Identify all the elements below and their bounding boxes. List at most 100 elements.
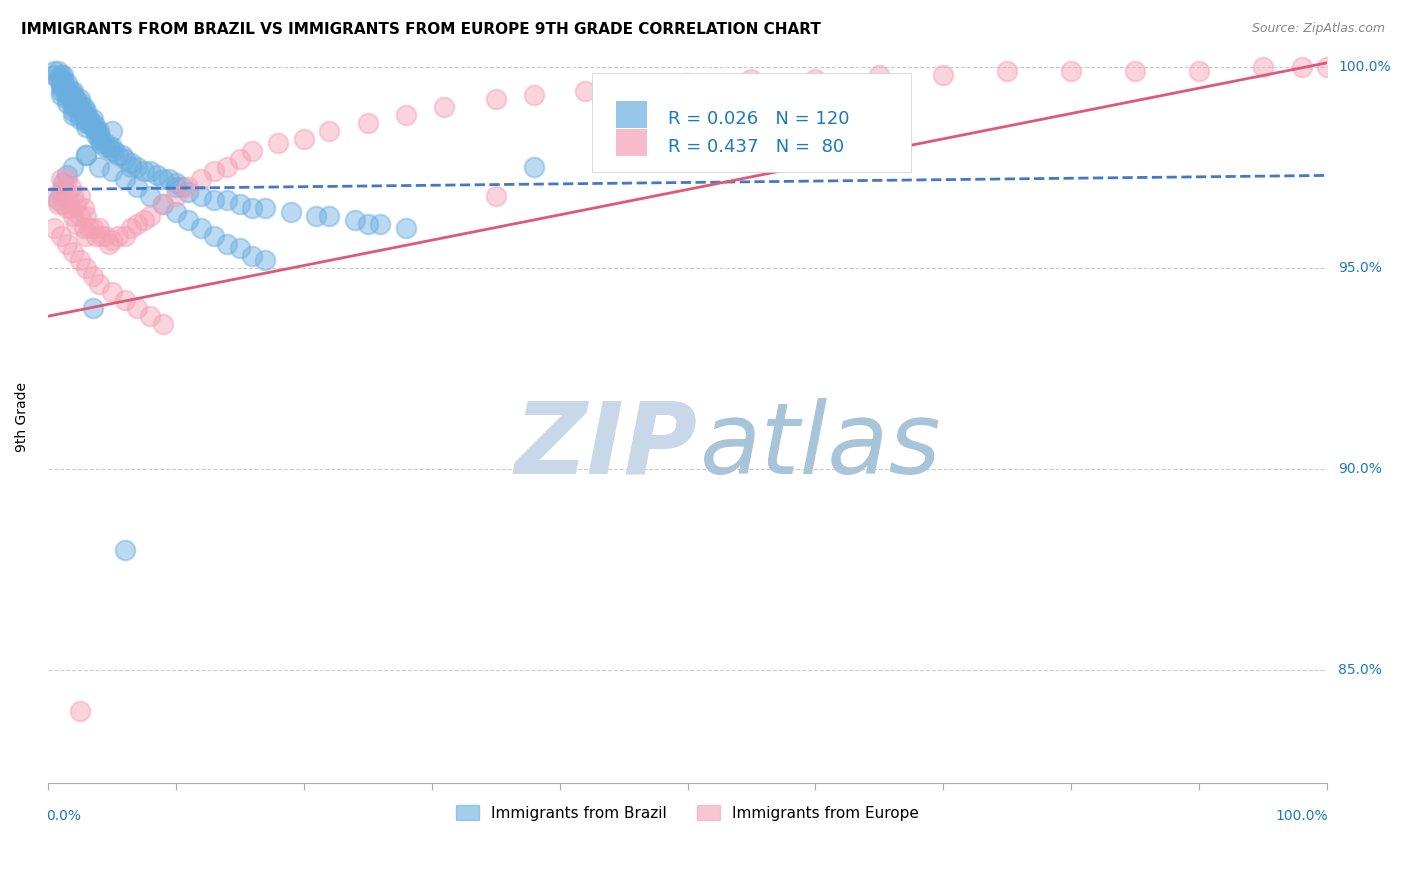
Point [72,220,94,235]
FancyBboxPatch shape [616,102,647,128]
Point [44,68,66,82]
Point [98,236,121,251]
Point [65,95,87,110]
Point [190,188,212,202]
Point [356,116,378,130]
Point [103,145,125,159]
Point [132,164,155,178]
Point [152,172,174,186]
Point [139,209,162,223]
Point [100,164,122,178]
Point [114,293,136,308]
Point [114,153,136,167]
Point [82,268,104,283]
Point [52,71,75,86]
Point [59,84,82,98]
Point [242,249,264,263]
Point [75,148,97,162]
Point [56,172,79,186]
Point [267,136,290,151]
Point [318,124,340,138]
Point [145,169,167,183]
Point [100,124,122,138]
Point [120,220,142,235]
Point [62,244,84,259]
Point [114,172,136,186]
Point [49,188,72,202]
Point [740,71,762,86]
Point [59,201,82,215]
Point [676,76,699,90]
Point [72,108,94,122]
Point [280,204,302,219]
Point [98,140,121,154]
Point [190,220,212,235]
Point [72,100,94,114]
Point [69,100,91,114]
Point [86,228,108,243]
Point [202,228,225,243]
Point [56,92,79,106]
Point [77,112,100,127]
Point [49,79,72,94]
Point [114,228,136,243]
Point [65,196,87,211]
Point [56,84,79,98]
Point [87,277,110,291]
Point [46,71,69,86]
Point [75,260,97,275]
Point [52,180,75,194]
Point [49,87,72,102]
Point [52,177,75,191]
Point [804,71,827,86]
Point [82,220,104,235]
Point [49,84,72,98]
Point [995,63,1018,78]
Point [69,188,91,202]
Point [90,136,112,151]
Point [1291,60,1313,74]
Point [62,84,84,98]
Point [305,209,328,223]
Point [62,103,84,118]
Point [46,193,69,207]
Point [94,228,117,243]
Point [59,180,82,194]
Point [228,153,250,167]
Point [52,68,75,82]
Point [523,161,546,175]
Point [65,217,87,231]
Point [62,161,84,175]
Point [65,100,87,114]
Point [75,148,97,162]
Point [62,95,84,110]
Legend: Immigrants from Brazil, Immigrants from Europe: Immigrants from Brazil, Immigrants from … [450,798,925,827]
Point [215,193,238,207]
Point [75,116,97,130]
Point [56,95,79,110]
Point [75,120,97,135]
Point [172,180,194,194]
Text: IMMIGRANTS FROM BRAZIL VS IMMIGRANTS FROM EUROPE 9TH GRADE CORRELATION CHART: IMMIGRANTS FROM BRAZIL VS IMMIGRANTS FRO… [21,22,821,37]
Point [49,76,72,90]
Point [165,204,187,219]
Point [62,108,84,122]
Point [82,301,104,316]
Point [65,92,87,106]
Point [72,103,94,118]
Point [87,220,110,235]
Point [56,76,79,90]
Point [69,108,91,122]
Point [132,212,155,227]
Point [82,116,104,130]
Point [100,140,122,154]
Text: R = 0.437   N =  80: R = 0.437 N = 80 [668,137,845,155]
Point [111,148,134,162]
Point [228,241,250,255]
FancyBboxPatch shape [592,72,911,171]
Point [62,92,84,106]
Point [87,161,110,175]
Point [87,124,110,138]
Text: 85.0%: 85.0% [1339,664,1382,677]
Point [75,103,97,118]
